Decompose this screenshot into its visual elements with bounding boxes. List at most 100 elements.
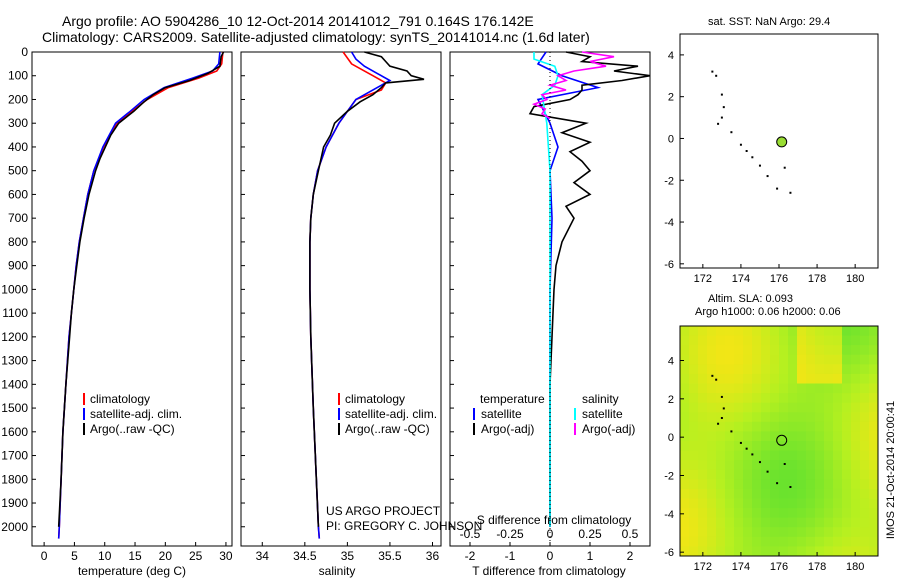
sla-cell: [752, 393, 762, 404]
sla-cell: [734, 421, 744, 432]
sla-cell: [725, 488, 735, 499]
sla-cell: [851, 335, 861, 346]
sla-cell: [770, 364, 780, 375]
sla-cell: [842, 469, 852, 480]
sla-cell: [761, 402, 771, 413]
sla-cell: [680, 488, 690, 499]
sla-cell: [797, 345, 807, 356]
sla-cell: [779, 460, 789, 471]
sla-cell: [761, 469, 771, 480]
sla-cell: [842, 364, 852, 375]
sla-cell: [734, 354, 744, 365]
sla-cell: [779, 326, 789, 337]
sla-cell: [797, 354, 807, 365]
sla-cell: [725, 345, 735, 356]
sla-cell: [833, 508, 843, 519]
depth-tick-label: 1400: [1, 377, 28, 391]
sla-cell: [824, 479, 834, 490]
sla-cell: [752, 412, 762, 423]
sla-cell: [761, 326, 771, 337]
track-point: [730, 430, 733, 433]
map-y-tick-label: -6: [664, 547, 674, 559]
sla-cell: [806, 335, 816, 346]
sla-cell: [842, 421, 852, 432]
sla-cell: [860, 508, 870, 519]
map-y-tick-label: 0: [668, 432, 674, 444]
sla-cell: [680, 431, 690, 442]
sla-cell: [698, 527, 708, 538]
sla-cell: [698, 373, 708, 384]
sla-cell: [788, 441, 798, 452]
sla-cell: [842, 373, 852, 384]
sla-cell: [689, 488, 699, 499]
sla-cell: [752, 450, 762, 461]
sla-cell: [842, 527, 852, 538]
sla-cell: [833, 517, 843, 528]
sla-cell: [815, 508, 825, 519]
sla-cell: [833, 498, 843, 509]
sla-cell: [779, 527, 789, 538]
sla-cell: [743, 527, 753, 538]
sla-cell: [743, 469, 753, 480]
track-point: [739, 441, 742, 444]
sla-cell: [797, 527, 807, 538]
sla-cell: [707, 383, 717, 394]
sla-cell: [797, 364, 807, 375]
sla-cell: [779, 421, 789, 432]
sla-cell: [860, 488, 870, 499]
sla-cell: [698, 450, 708, 461]
sla-cell: [698, 479, 708, 490]
profile-line-salinity: [309, 51, 392, 539]
sla-cell: [824, 527, 834, 538]
sla-cell: [761, 421, 771, 432]
sla-cell: [743, 498, 753, 509]
sla-cell: [851, 421, 861, 432]
depth-tick-label: 1500: [1, 401, 28, 415]
track-point: [745, 150, 748, 152]
track-point: [751, 453, 754, 456]
sla-cell: [806, 354, 816, 365]
map-x-tick-label: 176: [770, 561, 788, 573]
sla-cell: [869, 373, 879, 384]
sla-cell: [761, 412, 771, 423]
sla-cell: [869, 441, 879, 452]
sla-cell: [851, 527, 861, 538]
sla-cell: [743, 517, 753, 528]
sla-cell: [851, 441, 861, 452]
sla-cell: [806, 498, 816, 509]
sla-cell: [698, 354, 708, 365]
sla-cell: [680, 373, 690, 384]
sla-cell: [743, 393, 753, 404]
sla-cell: [860, 479, 870, 490]
salinity-panel: [240, 51, 442, 547]
track-point: [783, 166, 786, 169]
sla-cell: [779, 335, 789, 346]
sla-cell: [869, 546, 879, 557]
sla-cell: [725, 508, 735, 519]
sla-cell: [869, 517, 879, 528]
sla-cell: [779, 431, 789, 442]
sla-cell: [707, 536, 717, 547]
sla-cell: [824, 383, 834, 394]
profile-line-salinity: [309, 51, 387, 539]
sla-cell: [851, 412, 861, 423]
sla-cell: [725, 354, 735, 365]
sla-cell: [815, 546, 825, 557]
sla-cell: [860, 441, 870, 452]
sla-cell: [734, 508, 744, 519]
sla-cell: [824, 326, 834, 337]
sla-cell: [761, 460, 771, 471]
sla-cell: [761, 373, 771, 384]
sla-cell: [743, 354, 753, 365]
track-point: [730, 131, 733, 134]
sla-cell: [707, 431, 717, 442]
sla-cell: [806, 469, 816, 480]
sla-cell: [815, 373, 825, 384]
sla-cell: [869, 383, 879, 394]
sla-cell: [824, 421, 834, 432]
map-x-tick-label: 180: [846, 561, 864, 573]
sla-cell: [761, 354, 771, 365]
sla-cell: [797, 450, 807, 461]
x-tick-label: 35.5: [378, 549, 402, 563]
sla-cell: [815, 364, 825, 375]
